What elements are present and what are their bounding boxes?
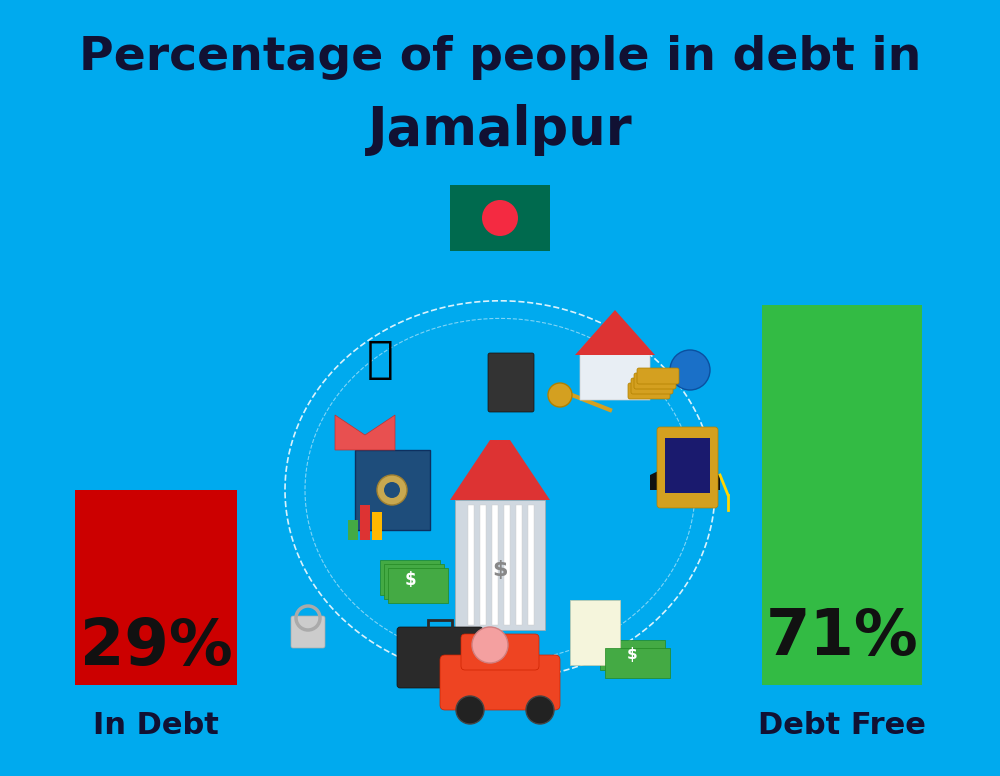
Text: Debt Free: Debt Free [758,711,926,740]
FancyBboxPatch shape [516,505,522,625]
Polygon shape [450,440,550,500]
FancyBboxPatch shape [528,505,534,625]
FancyBboxPatch shape [468,505,474,625]
FancyBboxPatch shape [762,305,922,685]
Text: 🦅: 🦅 [367,338,393,382]
Polygon shape [335,415,395,450]
FancyBboxPatch shape [628,383,670,399]
FancyBboxPatch shape [600,640,665,670]
Text: $: $ [627,647,637,663]
FancyBboxPatch shape [388,568,448,603]
FancyBboxPatch shape [631,378,673,394]
FancyBboxPatch shape [637,368,679,384]
FancyBboxPatch shape [570,600,620,665]
Text: $: $ [492,560,508,580]
FancyBboxPatch shape [360,505,370,540]
Text: In Debt: In Debt [93,711,219,740]
FancyBboxPatch shape [75,490,237,685]
FancyBboxPatch shape [372,512,382,540]
Text: Jamalpur: Jamalpur [368,104,632,156]
FancyBboxPatch shape [461,634,539,670]
FancyBboxPatch shape [488,353,534,412]
Polygon shape [650,458,720,490]
FancyBboxPatch shape [504,505,510,625]
FancyBboxPatch shape [348,520,358,540]
Circle shape [482,200,518,236]
Circle shape [456,696,484,724]
FancyBboxPatch shape [440,655,560,710]
FancyBboxPatch shape [291,616,325,648]
Circle shape [384,482,400,498]
Circle shape [526,696,554,724]
FancyBboxPatch shape [384,564,444,599]
Polygon shape [580,315,650,400]
Circle shape [670,350,710,390]
FancyBboxPatch shape [480,505,486,625]
FancyBboxPatch shape [450,185,550,251]
FancyBboxPatch shape [657,427,718,508]
FancyBboxPatch shape [492,505,498,625]
Polygon shape [575,310,655,355]
Text: Percentage of people in debt in: Percentage of people in debt in [79,36,921,81]
FancyBboxPatch shape [380,560,440,595]
FancyBboxPatch shape [605,648,670,678]
FancyBboxPatch shape [668,458,702,466]
Text: 29%: 29% [80,616,232,678]
Text: 71%: 71% [766,606,918,668]
Text: $: $ [404,571,416,589]
Circle shape [377,475,407,505]
FancyBboxPatch shape [665,438,710,493]
Circle shape [548,383,572,407]
FancyBboxPatch shape [397,627,483,688]
FancyBboxPatch shape [634,373,676,389]
FancyBboxPatch shape [455,500,545,630]
FancyBboxPatch shape [355,450,430,530]
Circle shape [472,627,508,663]
